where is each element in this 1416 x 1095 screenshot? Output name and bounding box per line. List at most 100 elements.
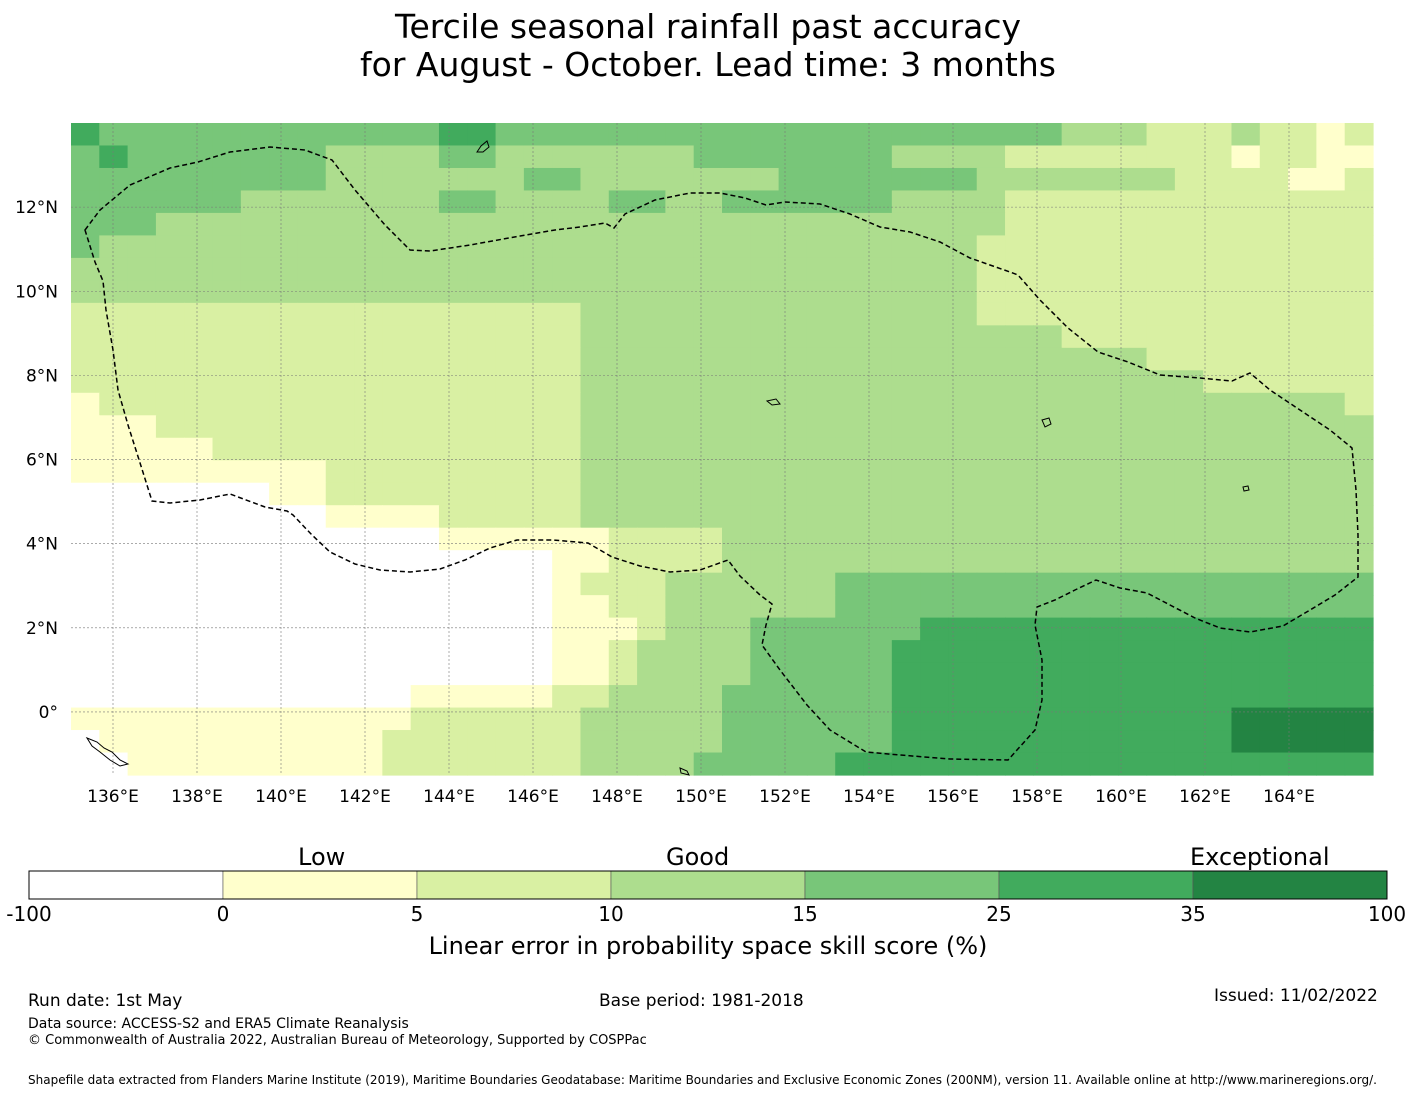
- grid-cell: [297, 302, 327, 326]
- lat-label: 10°N: [15, 282, 58, 302]
- grid-cell: [523, 685, 553, 709]
- grid-cell: [523, 505, 553, 529]
- grid-cell: [976, 437, 1006, 461]
- grid-cell: [1174, 505, 1204, 529]
- run-date: Run date: 1st May: [28, 991, 183, 1011]
- grid-cell: [1089, 527, 1119, 551]
- grid-cell: [693, 347, 723, 371]
- grid-cell: [750, 572, 780, 596]
- map-title-line1: Tercile seasonal rainfall past accuracy: [394, 7, 1022, 46]
- grid-cell: [99, 707, 129, 731]
- grid-cell: [71, 302, 100, 326]
- longitude-labels: 136°E 138°E 140°E 142°E 144°E 146°E 148°E 150°E…: [87, 787, 1315, 807]
- colorbar-tick: 25: [986, 902, 1012, 926]
- grid-cell: [637, 662, 666, 686]
- grid-cell: [693, 302, 723, 326]
- lon-label: 158°E: [1011, 787, 1063, 807]
- grid-cell: [750, 527, 780, 551]
- grid-cell: [99, 257, 129, 281]
- grid-cell: [382, 370, 412, 394]
- grid-cell: [1231, 415, 1261, 439]
- grid-cell: [382, 640, 412, 664]
- grid-cell: [1203, 707, 1233, 731]
- island: [679, 767, 690, 776]
- grid-cell: [1259, 685, 1289, 709]
- grid-cell: [495, 235, 525, 259]
- grid-cell: [240, 752, 270, 776]
- grid-cell: [495, 325, 525, 349]
- grid-cell: [127, 235, 157, 259]
- grid-cell: [863, 370, 893, 394]
- grid-cell: [1146, 460, 1176, 484]
- grid-cell: [155, 460, 185, 484]
- grid-cell: [184, 167, 214, 192]
- grid-cell: [948, 235, 978, 259]
- grid-cell: [976, 527, 1006, 551]
- grid-cell: [920, 257, 950, 281]
- grid-cell: [722, 347, 751, 371]
- grid-cell: [863, 145, 893, 169]
- grid-cell: [1288, 415, 1317, 439]
- grid-cell: [269, 370, 299, 394]
- grid-cell: [297, 280, 327, 304]
- grid-cell: [580, 145, 610, 169]
- grid-cell: [269, 302, 299, 326]
- grid-cell: [240, 325, 270, 349]
- colorbar-label-exceptional: Exceptional: [1190, 843, 1330, 871]
- grid-cell: [778, 685, 808, 709]
- grid-cell: [722, 280, 751, 304]
- grid-cell: [806, 752, 836, 776]
- grid-cell: [693, 595, 723, 619]
- grid-cell: [1174, 662, 1204, 686]
- grid-cell: [976, 640, 1006, 664]
- grid-cell: [580, 123, 610, 147]
- grid-cell: [467, 617, 497, 641]
- lon-label: 156°E: [927, 787, 979, 807]
- grid-cell: [891, 550, 921, 574]
- grid-cell: [778, 257, 808, 281]
- grid-cell: [1344, 550, 1374, 574]
- grid-cell: [99, 190, 129, 214]
- grid-cell: [1089, 640, 1119, 664]
- grid-cell: [580, 235, 610, 259]
- grid-cell: [1089, 347, 1119, 371]
- grid-cell: [1288, 437, 1317, 461]
- grid-cell: [155, 190, 185, 214]
- grid-cell: [410, 707, 440, 731]
- grid-cell: [212, 505, 242, 529]
- grid-cell: [863, 527, 893, 551]
- colorbar-tick: 5: [410, 902, 424, 926]
- grid-cell: [1288, 325, 1317, 349]
- grid-cell: [467, 212, 497, 237]
- grid-cell: [750, 167, 780, 192]
- grid-cell: [495, 145, 525, 169]
- grid-cell: [665, 280, 695, 304]
- grid-cell: [71, 347, 100, 371]
- grid-cell: [99, 730, 129, 754]
- grid-cell: [976, 123, 1006, 147]
- grid-cell: [438, 392, 468, 416]
- grid-cell: [184, 280, 214, 304]
- grid-cell: [269, 460, 299, 484]
- colorbar-segment: [222, 870, 418, 900]
- grid-cell: [382, 212, 412, 237]
- grid-cell: [806, 257, 836, 281]
- grid-cell: [240, 415, 270, 439]
- grid-cell: [212, 595, 242, 619]
- grid-cell: [637, 617, 666, 641]
- grid-cell: [1118, 527, 1148, 551]
- grid-cell: [552, 572, 582, 596]
- grid-cell: [155, 595, 185, 619]
- grid-cell: [354, 707, 383, 731]
- grid-cell: [155, 123, 185, 147]
- grid-cell: [1005, 190, 1034, 214]
- grid-cell: [240, 595, 270, 619]
- grid-cell: [410, 280, 440, 304]
- grid-cell: [212, 527, 242, 551]
- grid-cell: [608, 685, 638, 709]
- grid-cell: [948, 550, 978, 574]
- grid-cell: [1259, 460, 1289, 484]
- grid-cell: [297, 685, 327, 709]
- grid-cell: [269, 617, 299, 641]
- grid-cell: [608, 235, 638, 259]
